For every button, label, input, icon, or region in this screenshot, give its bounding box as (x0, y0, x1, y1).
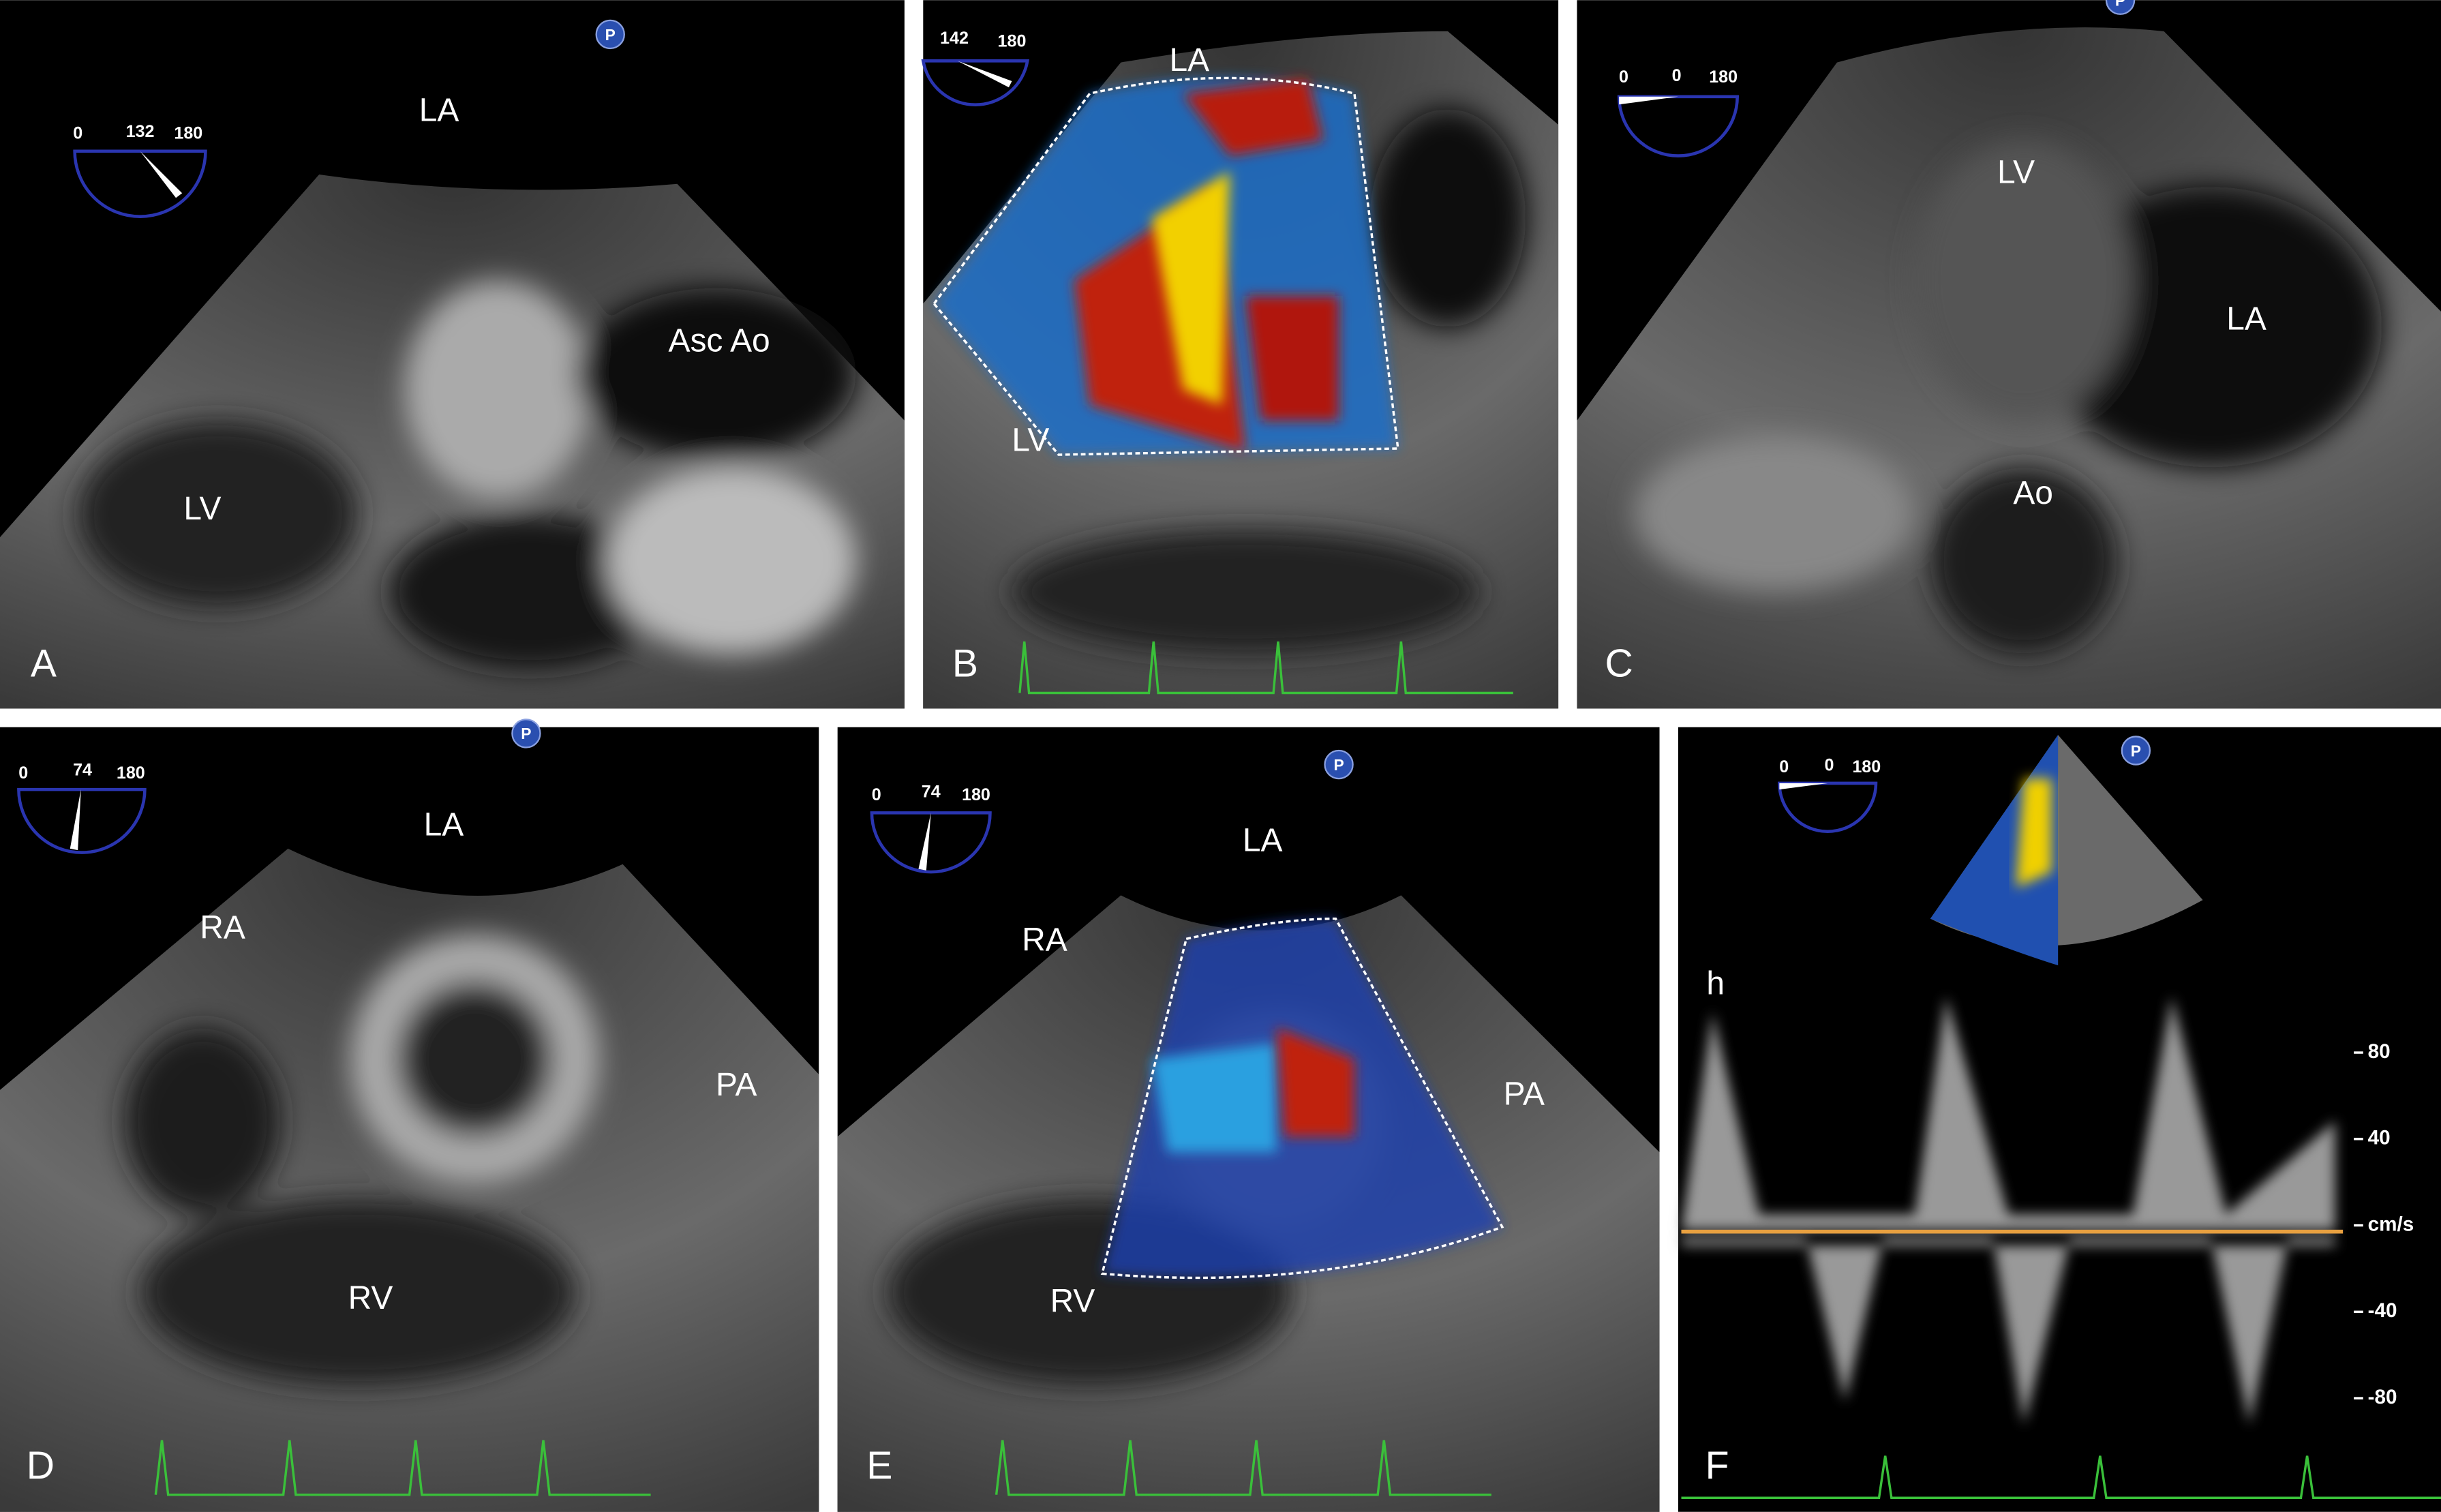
doppler-spectrum (1681, 996, 2344, 1425)
panel-letter: B (952, 642, 978, 686)
anatomy-label: h (1706, 966, 1725, 1002)
angle-value: 0 (1779, 757, 1789, 776)
scale-label: 80 (2368, 1040, 2391, 1063)
angle-indicators (17, 59, 1878, 874)
anatomy-label: LA (419, 92, 459, 128)
marker-letter: P (605, 26, 616, 44)
marker-letter: P (1333, 756, 1344, 774)
angle-value: 0 (1824, 755, 1834, 774)
panel-letter: D (27, 1444, 55, 1487)
anatomy-label: LV (1012, 422, 1049, 458)
scale-label: -80 (2368, 1386, 2397, 1408)
angle-value: 180 (1709, 67, 1738, 87)
marker-icon (1324, 749, 1354, 780)
anatomy-label: LV (183, 491, 221, 527)
angle-value: 180 (117, 763, 145, 783)
anatomy-label: LA (1170, 42, 1210, 78)
anatomy-label: PA (1504, 1076, 1545, 1113)
panel-letter: E (866, 1444, 892, 1487)
marker-icon (2121, 736, 2151, 766)
anatomy-label: LA (424, 807, 464, 843)
ecg-traces (154, 641, 2441, 1499)
angle-value: 142 (940, 29, 969, 48)
angle-value: 0 (1619, 67, 1628, 87)
angle-value: 180 (174, 123, 202, 142)
angle-value: 180 (962, 785, 990, 804)
anatomy-label: RV (348, 1280, 393, 1316)
angle-value: 0 (1672, 66, 1682, 85)
anatomy-label: Ao (2013, 475, 2053, 511)
anatomy-label: LA (2226, 301, 2266, 337)
panel-letter: A (31, 642, 57, 686)
marker-letter: P (521, 725, 531, 742)
marker-icon (595, 19, 625, 50)
angle-value: 74 (922, 782, 941, 801)
angle-value: 132 (126, 122, 155, 141)
marker-letter: P (2131, 742, 2141, 759)
scale-label: -40 (2368, 1299, 2397, 1322)
anatomy-label: PA (716, 1067, 757, 1103)
angle-value: 0 (18, 763, 28, 783)
anatomy-label: LA (1243, 822, 1283, 858)
marker-letter: P (2115, 0, 2125, 10)
anatomy-label: Asc Ao (668, 322, 770, 359)
panel-letter: F (1705, 1444, 1729, 1487)
panel-letter: C (1605, 642, 1633, 686)
anatomy-label: RA (200, 909, 245, 946)
angle-value: 0 (872, 785, 881, 804)
anatomy-label: LV (1997, 155, 2035, 191)
angle-value: 180 (1852, 757, 1881, 776)
scale-label: 40 (2368, 1127, 2391, 1149)
marker-icon (2105, 0, 2136, 15)
angle-value: 74 (73, 760, 92, 779)
marker-icon (511, 719, 541, 749)
angle-needles (70, 61, 1828, 871)
angle-value: 180 (998, 32, 1027, 51)
scale-label: cm/s (2368, 1213, 2414, 1235)
ultrasound-images (0, 27, 2441, 1512)
angle-value: 0 (73, 123, 82, 142)
anatomy-label: RV (1050, 1283, 1095, 1319)
anatomy-label: RA (1022, 922, 1067, 958)
